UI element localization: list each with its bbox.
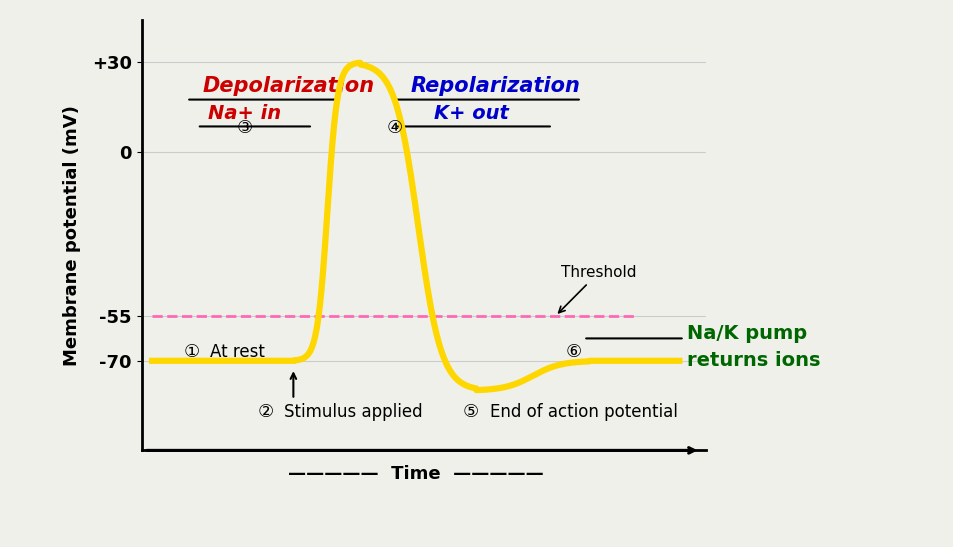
Text: returns ions: returns ions xyxy=(686,351,820,370)
Text: Threshold: Threshold xyxy=(558,265,636,313)
Text: —————  Time  —————: ————— Time ————— xyxy=(288,465,543,483)
Y-axis label: Membrane potential (mV): Membrane potential (mV) xyxy=(63,105,81,366)
Text: ①: ① xyxy=(183,343,199,361)
Text: ④: ④ xyxy=(386,119,402,137)
Text: ②: ② xyxy=(257,403,274,421)
Text: At rest: At rest xyxy=(210,343,265,361)
Text: K+ out: K+ out xyxy=(434,103,508,123)
Text: ⑤: ⑤ xyxy=(462,403,478,421)
Text: Na/K pump: Na/K pump xyxy=(686,324,806,344)
Text: Depolarization: Depolarization xyxy=(202,76,374,96)
Text: Na+ in: Na+ in xyxy=(208,103,280,123)
Text: End of action potential: End of action potential xyxy=(489,403,677,421)
Text: Stimulus applied: Stimulus applied xyxy=(284,403,422,421)
Text: ③: ③ xyxy=(236,119,253,137)
Text: ⑥: ⑥ xyxy=(565,343,581,361)
Text: Repolarization: Repolarization xyxy=(410,76,579,96)
